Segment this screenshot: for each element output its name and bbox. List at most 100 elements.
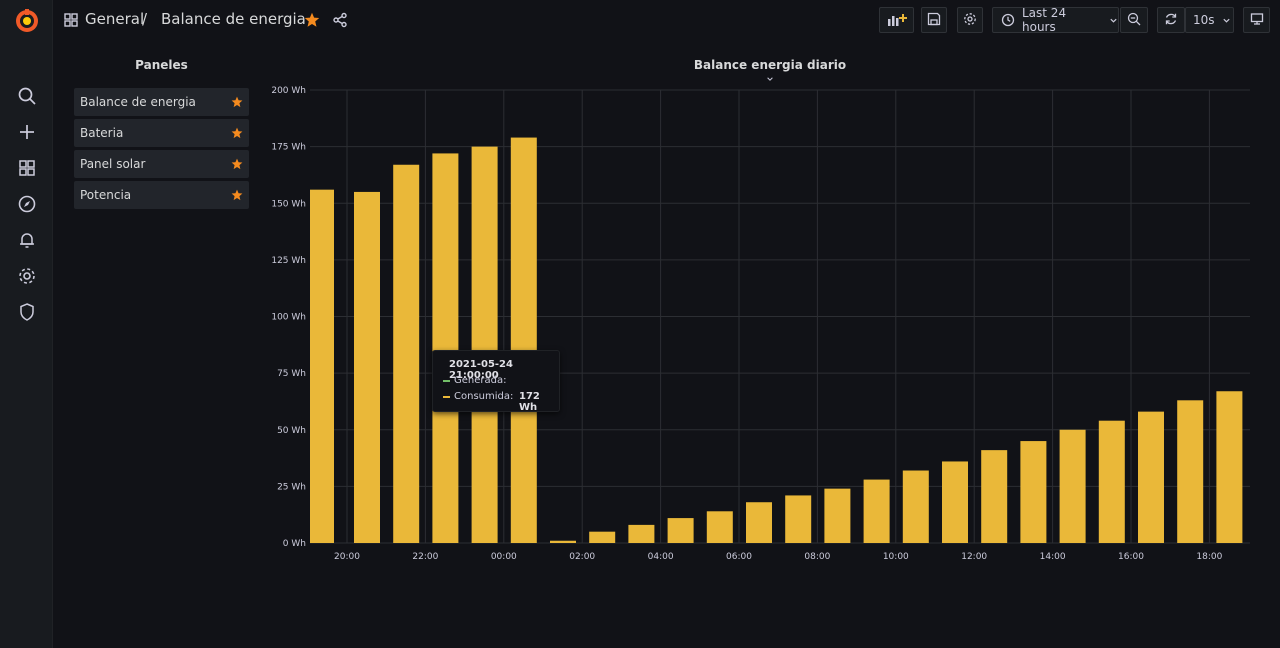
y-tick-label: 25 Wh — [277, 482, 306, 492]
list-item-label: Potencia — [80, 188, 132, 202]
bar — [667, 518, 694, 543]
search-icon[interactable] — [16, 85, 38, 107]
bar — [981, 450, 1008, 543]
legend-swatch — [443, 379, 450, 382]
legend-swatch — [443, 395, 450, 398]
bar — [393, 164, 420, 543]
bar-chart[interactable]: 0 Wh 25 Wh 50 Wh 75 Wh 100 Wh 125 Wh 150 Wh 175… — [255, 80, 1275, 580]
refresh-button[interactable] — [1157, 7, 1185, 33]
grid-icon — [64, 12, 78, 27]
breadcrumb-folder[interactable]: General — [85, 10, 145, 28]
list-item[interactable]: Balance de energia — [74, 88, 249, 116]
chevron-down-icon — [1109, 16, 1118, 25]
sidebar — [0, 0, 53, 648]
chevron-down-icon — [1222, 16, 1231, 25]
bar — [550, 540, 576, 543]
list-item-label: Bateria — [80, 126, 124, 140]
grafana-logo-icon[interactable] — [14, 8, 40, 34]
star-icon[interactable] — [231, 127, 243, 139]
bar — [589, 531, 616, 543]
y-tick-label: 50 Wh — [277, 426, 306, 436]
zoom-out-icon — [1127, 12, 1141, 29]
bar — [942, 461, 968, 543]
bar — [354, 191, 380, 544]
refresh-interval-label: 10s — [1193, 13, 1215, 27]
x-tick-label: 18:00 — [1196, 552, 1222, 562]
bar — [628, 524, 655, 543]
bar — [471, 146, 498, 543]
explore-icon[interactable] — [16, 193, 38, 215]
time-range-label: Last 24 hours — [1022, 6, 1067, 34]
share-icon[interactable] — [332, 12, 348, 28]
y-tick-label: 0 Wh — [283, 539, 306, 549]
bar — [1216, 391, 1243, 543]
gear-icon[interactable] — [16, 265, 38, 287]
plus-icon[interactable] — [16, 121, 38, 143]
list-item[interactable]: Bateria — [74, 119, 249, 147]
breadcrumb-separator: / — [142, 10, 148, 28]
dashboard-settings-button[interactable] — [957, 7, 983, 33]
page-title[interactable]: Balance de energia — [161, 10, 306, 28]
bar — [510, 137, 537, 543]
x-tick-label: 14:00 — [1040, 552, 1066, 562]
tooltip-label: Generada: — [454, 375, 507, 386]
add-panel-icon — [887, 11, 907, 30]
bar — [432, 153, 459, 544]
chevron-down-icon — [766, 72, 774, 86]
y-tick-label: 125 Wh — [271, 256, 306, 266]
save-icon — [927, 12, 941, 29]
bar — [1138, 411, 1164, 543]
tooltip-row-generada: Generada: — [443, 375, 506, 386]
bar — [706, 511, 733, 543]
y-tick-label: 150 Wh — [271, 199, 306, 209]
star-icon[interactable] — [231, 189, 243, 201]
bar-leading — [310, 189, 334, 543]
x-tick-label: 16:00 — [1118, 552, 1144, 562]
list-item-label: Panel solar — [80, 157, 146, 171]
tv-mode-button[interactable] — [1243, 7, 1270, 33]
bar — [824, 488, 851, 543]
top-bar: General / Balance de energia Last 24 hou… — [52, 0, 1280, 40]
x-tick-label: 10:00 — [883, 552, 909, 562]
x-tick-label: 06:00 — [726, 552, 752, 562]
x-tick-label: 02:00 — [569, 552, 595, 562]
chart-title-text: Balance energia diario — [693, 58, 847, 72]
add-panel-button[interactable] — [879, 7, 914, 33]
dashboards-icon[interactable] — [16, 157, 38, 179]
tooltip-time: 2021-05-24 21:00:00 — [449, 359, 513, 381]
save-button[interactable] — [921, 7, 947, 33]
x-tick-label: 04:00 — [648, 552, 674, 562]
chart-tooltip: 2021-05-24 21:00:00 Generada: Consumida:… — [432, 350, 560, 413]
chart-panel-title[interactable]: Balance energia diario — [690, 58, 850, 86]
refresh-interval-picker[interactable]: 10s — [1185, 7, 1234, 33]
tv-icon — [1250, 12, 1264, 29]
bell-icon[interactable] — [16, 229, 38, 251]
x-tick-label: 12:00 — [961, 552, 987, 562]
x-tick-label: 20:00 — [334, 552, 360, 562]
bar — [1059, 429, 1086, 543]
list-item[interactable]: Panel solar — [74, 150, 249, 178]
refresh-icon — [1164, 12, 1178, 29]
y-tick-label: 200 Wh — [271, 86, 306, 96]
star-icon[interactable] — [231, 158, 243, 170]
star-icon[interactable] — [231, 96, 243, 108]
bar — [1177, 400, 1204, 543]
clock-icon — [1001, 13, 1015, 27]
bar — [1020, 441, 1047, 543]
panel-list-title: Paneles — [135, 58, 188, 72]
star-icon[interactable] — [304, 12, 320, 28]
y-tick-label: 75 Wh — [277, 369, 306, 379]
x-tick-label: 08:00 — [804, 552, 830, 562]
y-tick-label: 175 Wh — [271, 143, 306, 153]
x-tick-label: 22:00 — [412, 552, 438, 562]
bar — [902, 470, 929, 543]
shield-icon[interactable] — [16, 301, 38, 323]
zoom-out-button[interactable] — [1120, 7, 1148, 33]
time-range-picker[interactable]: Last 24 hours — [992, 6, 1119, 34]
settings-icon — [963, 12, 977, 29]
list-item[interactable]: Potencia — [74, 181, 249, 209]
bar — [1098, 420, 1125, 543]
bar — [746, 502, 772, 543]
bar — [863, 479, 890, 543]
list-item-label: Balance de energia — [80, 95, 196, 109]
